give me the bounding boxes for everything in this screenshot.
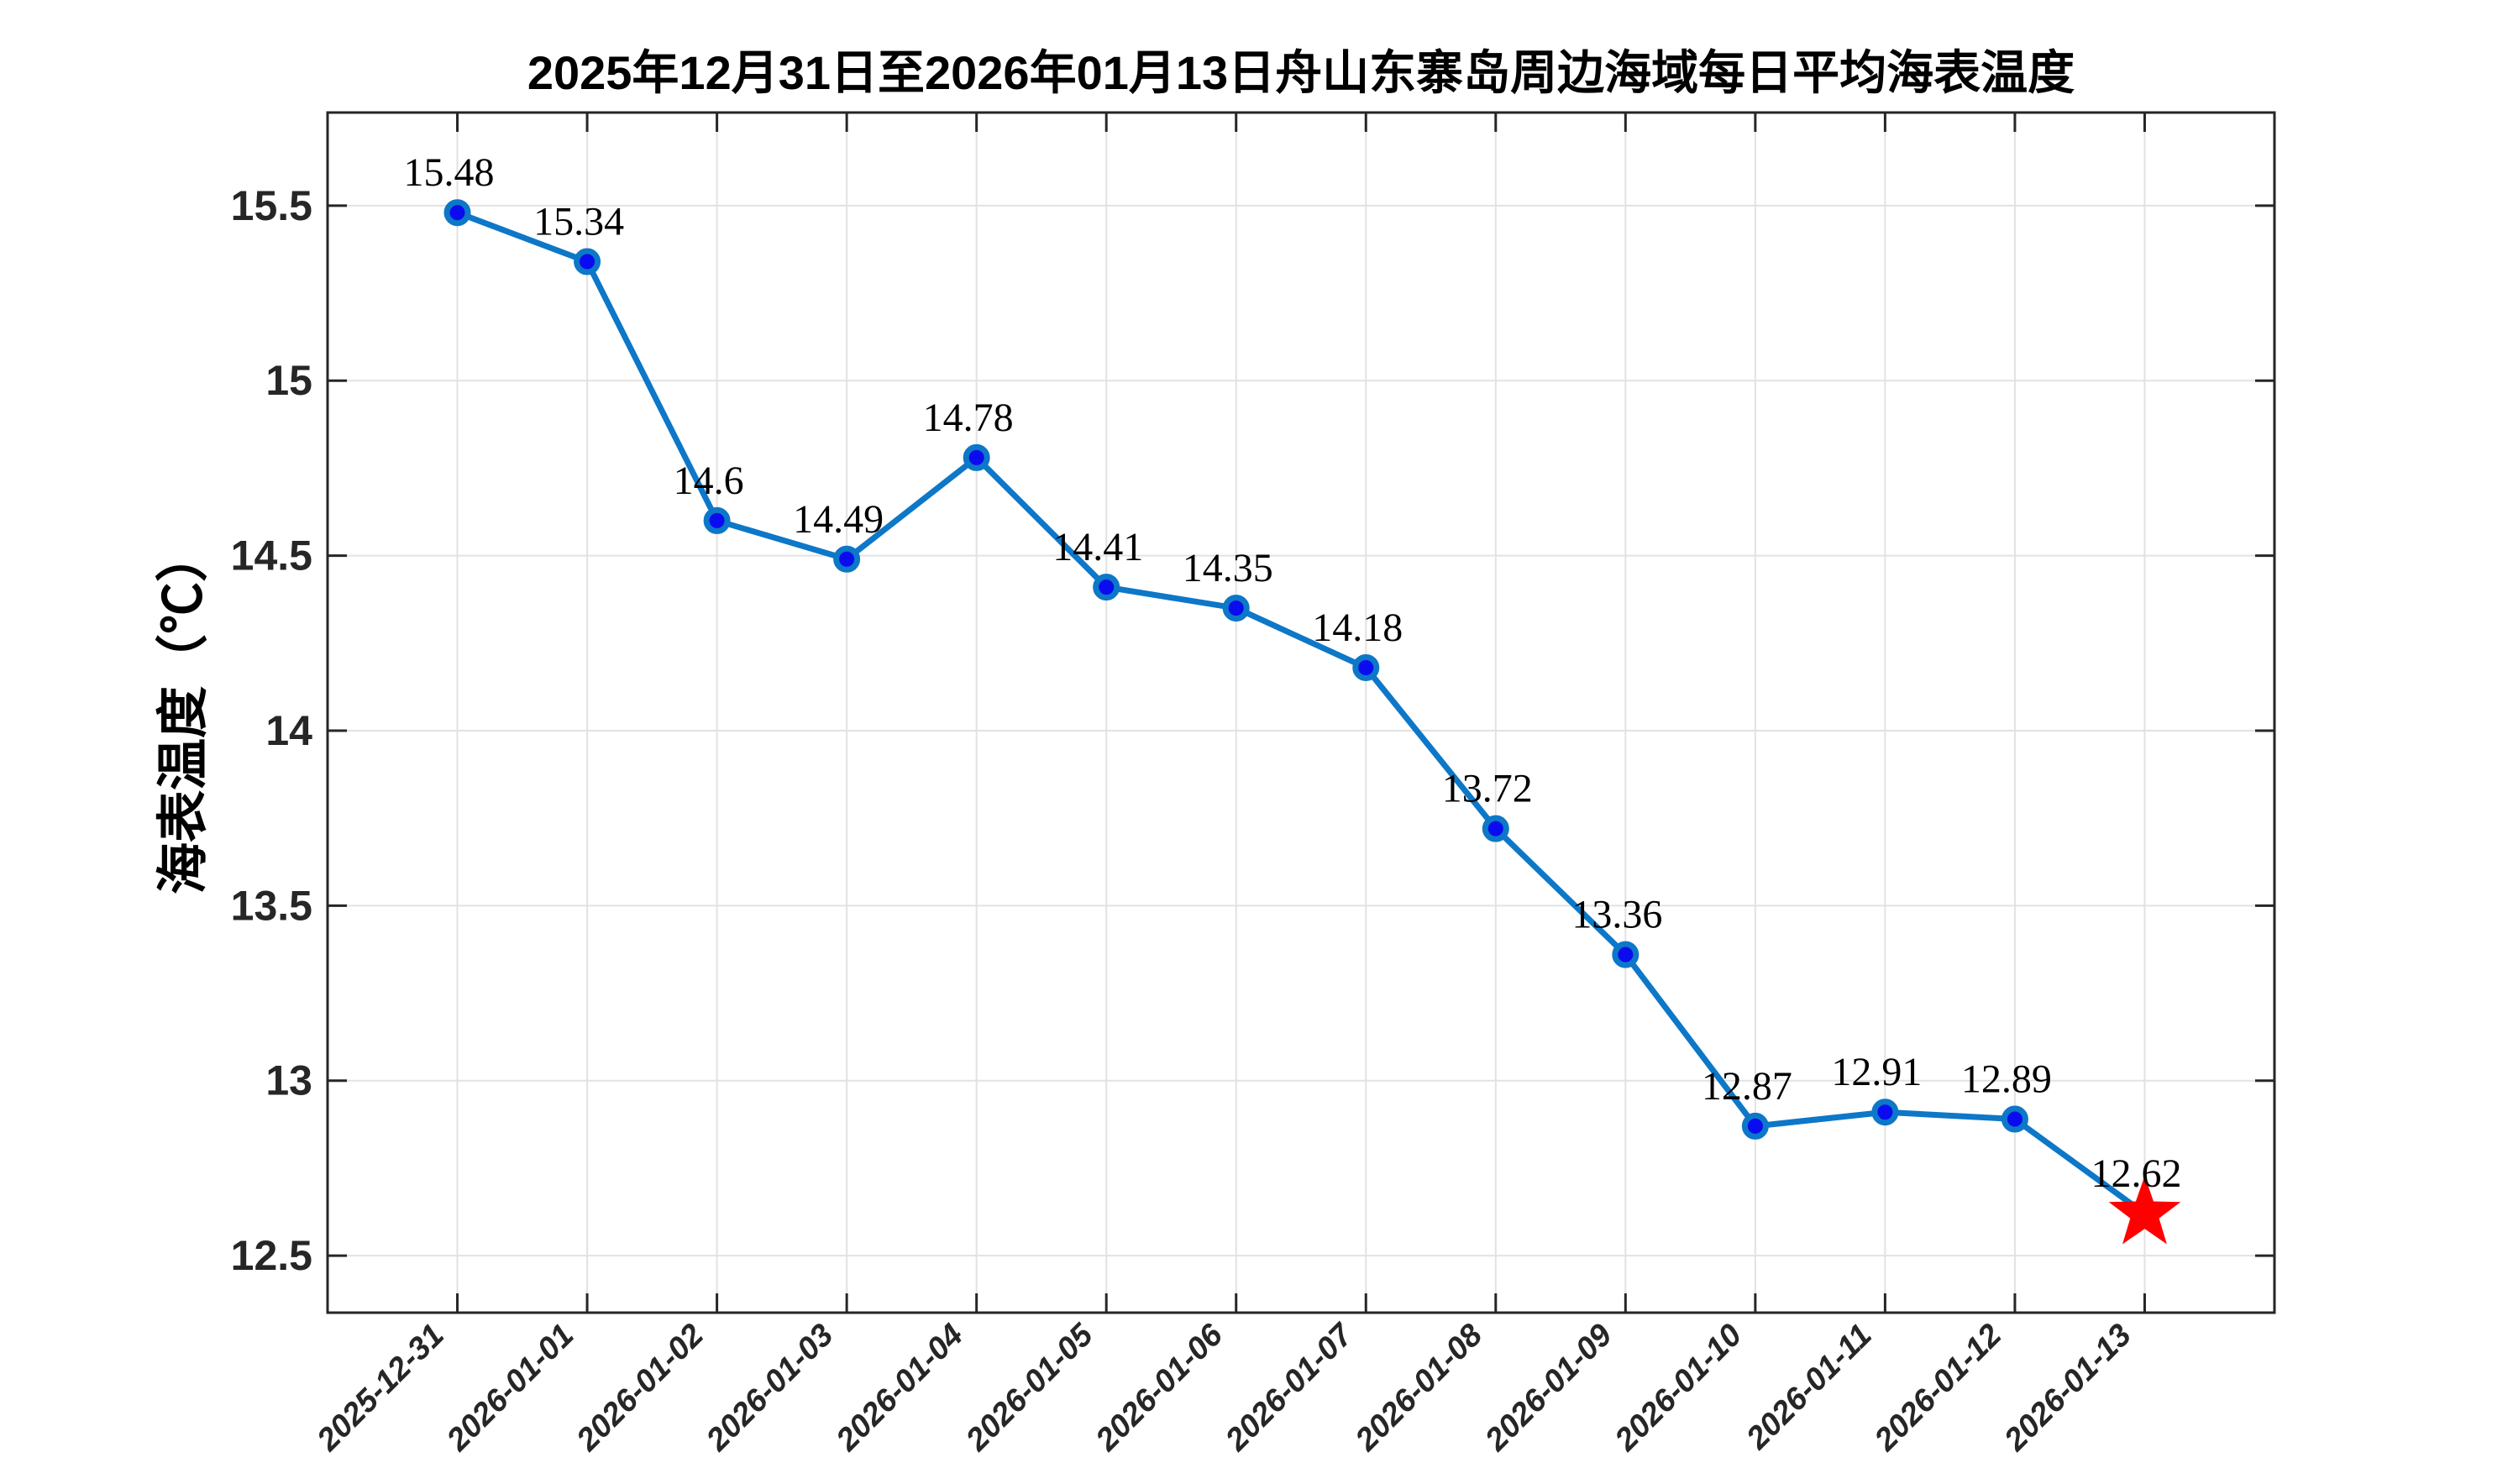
- x-tick-label: 2026-01-10: [1608, 1318, 1749, 1459]
- x-tick-label: 2026-01-11: [1739, 1318, 1879, 1457]
- data-point-label: 15.34: [533, 200, 624, 244]
- data-point-marker: [1352, 653, 1380, 681]
- y-tick-label: 13: [265, 1057, 312, 1104]
- data-point-label: 12.62: [2091, 1151, 2181, 1196]
- x-tick-label: 2026-01-08: [1348, 1317, 1489, 1458]
- data-point-marker: [2001, 1105, 2028, 1133]
- x-tick-label: 2026-01-05: [959, 1317, 1100, 1458]
- data-point-label: 13.36: [1571, 893, 1662, 937]
- temperature-line: [456, 209, 2147, 1216]
- data-point-marker: [1222, 595, 1250, 622]
- data-point-label: 14.49: [793, 497, 884, 542]
- data-point-marker: [833, 545, 861, 573]
- x-tick-label: 2026-01-12: [1867, 1318, 2008, 1459]
- data-point-label: 14.18: [1312, 606, 1403, 650]
- x-tick-label: 2026-01-09: [1478, 1318, 1619, 1459]
- data-point-marker: [1741, 1112, 1769, 1140]
- data-point-marker: [963, 443, 990, 471]
- data-point-marker: [1093, 574, 1120, 601]
- data-point-label: 14.6: [674, 459, 744, 503]
- data-point-marker: [1871, 1099, 1899, 1126]
- data-point-label: 12.87: [1702, 1064, 1792, 1109]
- y-tick-label: 15: [265, 357, 312, 404]
- latest-point-star: [2108, 1176, 2181, 1245]
- data-point-label: 12.91: [1831, 1050, 1922, 1094]
- data-point-marker: [703, 506, 731, 534]
- x-tick-label: 2026-01-04: [829, 1318, 970, 1459]
- data-point-label: 13.72: [1442, 767, 1533, 811]
- data-point-marker: [574, 248, 601, 275]
- x-tick-label: 2026-01-13: [1997, 1318, 2138, 1459]
- x-tick-label: 2025-12-31: [310, 1318, 451, 1459]
- data-point-label: 14.78: [923, 396, 1014, 440]
- data-point-marker: [443, 199, 471, 227]
- data-point-label: 14.35: [1183, 546, 1273, 590]
- data-point-marker: [1612, 941, 1639, 968]
- axes-box: [326, 111, 2276, 1314]
- y-tick-label: 14.5: [231, 532, 312, 579]
- x-tick-label: 2026-01-02: [569, 1318, 711, 1459]
- x-tick-label: 2026-01-03: [700, 1318, 841, 1459]
- y-tick-label: 14: [265, 707, 312, 754]
- data-point-label: 15.48: [404, 150, 495, 195]
- data-point-label: 14.41: [1052, 525, 1143, 569]
- data-point-marker: [1482, 815, 1509, 842]
- x-tick-label: 2026-01-07: [1219, 1316, 1361, 1458]
- y-tick-label: 15.5: [231, 182, 312, 229]
- y-tick-label: 12.5: [231, 1232, 312, 1279]
- x-tick-label: 2026-01-06: [1089, 1317, 1230, 1458]
- y-tick-label: 13.5: [231, 882, 312, 929]
- chart-title: 2025年12月31日至2026年01月13日舟山东寨岛周边海域每日平均海表温度: [527, 46, 2075, 99]
- data-point-label: 12.89: [1961, 1057, 2052, 1102]
- x-tick-label: 2026-01-01: [440, 1318, 581, 1459]
